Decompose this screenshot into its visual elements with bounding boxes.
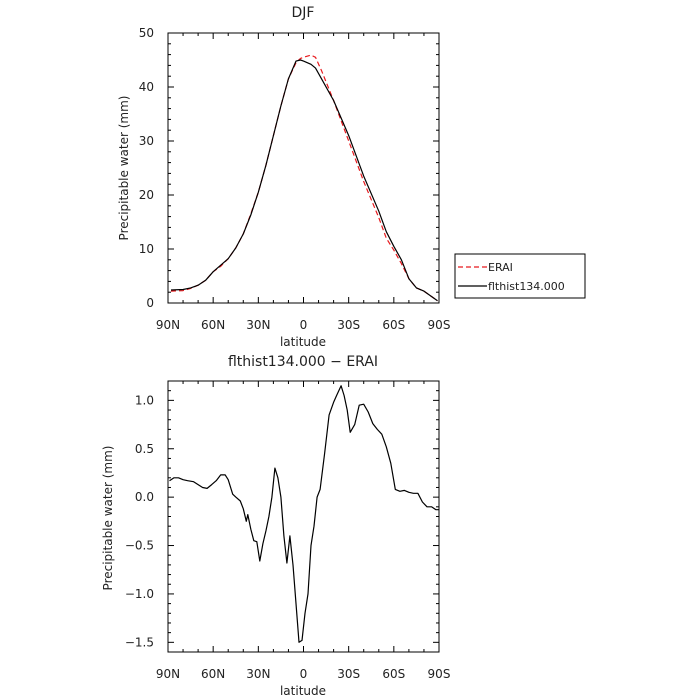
legend-label-erai: ERAI [488,261,513,274]
top-x-tick-label: 60N [201,318,225,332]
bottom-x-tick-label: 30N [246,667,270,681]
bottom-x-tick-label: 30S [337,667,360,681]
bottom-y-tick-label: 0.0 [135,490,154,504]
top-series-group [170,54,438,302]
top-x-tick-label: 90N [156,318,180,332]
top-y-tick-label: 10 [139,242,154,256]
bottom-x-tick-label: 60N [201,667,225,681]
top-y-tick-label: 20 [139,188,154,202]
top-x-tick-label: 0 [300,318,308,332]
top-x-tick-label: 30S [337,318,360,332]
bottom-x-tick-label: 0 [300,667,308,681]
bottom-y-axis-label: Precipitable water (mm) [101,446,115,591]
bottom-chart-title: flthist134.000 − ERAI [228,354,378,370]
bottom-panel: flthist134.000 − ERAI 90N 60N 30N 0 30S 60S 90… [101,354,450,698]
top-series-line-erai [170,54,438,302]
top-x-axis-label: latitude [280,335,326,349]
top-y-tick-label: 0 [146,296,154,310]
top-y-axis-label: Precipitable water (mm) [117,96,131,241]
bottom-x-tick-label: 90S [428,667,451,681]
top-ticks: 90N 60N 30N 0 30S 60S 90S 0 10 20 30 40 50 [139,26,451,332]
bottom-y-tick-label: −0.5 [125,539,154,553]
bottom-y-tick-label: −1.0 [125,587,154,601]
top-series-line-flthist134-000 [170,59,438,302]
legend: ERAI flthist134.000 [454,253,586,299]
bottom-y-tick-label: 0.5 [135,442,154,456]
top-y-tick-label: 40 [139,80,154,94]
top-x-tick-label: 30N [246,318,270,332]
bottom-series-group [169,385,439,643]
top-y-tick-label: 30 [139,134,154,148]
bottom-series-line-0 [169,385,439,643]
bottom-x-axis-label: latitude [280,684,326,698]
legend-label-model: flthist134.000 [488,280,565,293]
bottom-plot-frame [167,380,440,653]
top-x-tick-label: 60S [382,318,405,332]
top-x-tick-label: 90S [428,318,451,332]
bottom-y-tick-label: −1.5 [125,635,154,649]
top-y-tick-label: 50 [139,26,154,40]
bottom-ticks: 90N 60N 30N 0 30S 60S 90S 1.0 0.5 0.0 −0.5 −1.0 −1.5 [125,380,451,681]
top-chart-title: DJF [292,5,315,21]
top-plot-frame [167,32,440,304]
bottom-y-tick-label: 1.0 [135,393,154,407]
top-panel: DJF 90N 60N 30N 0 30S 60S 90S 0 10 20 30 40 50 latit… [117,5,450,349]
bottom-x-tick-label: 60S [382,667,405,681]
legend-box [454,253,586,299]
bottom-x-tick-label: 90N [156,667,180,681]
